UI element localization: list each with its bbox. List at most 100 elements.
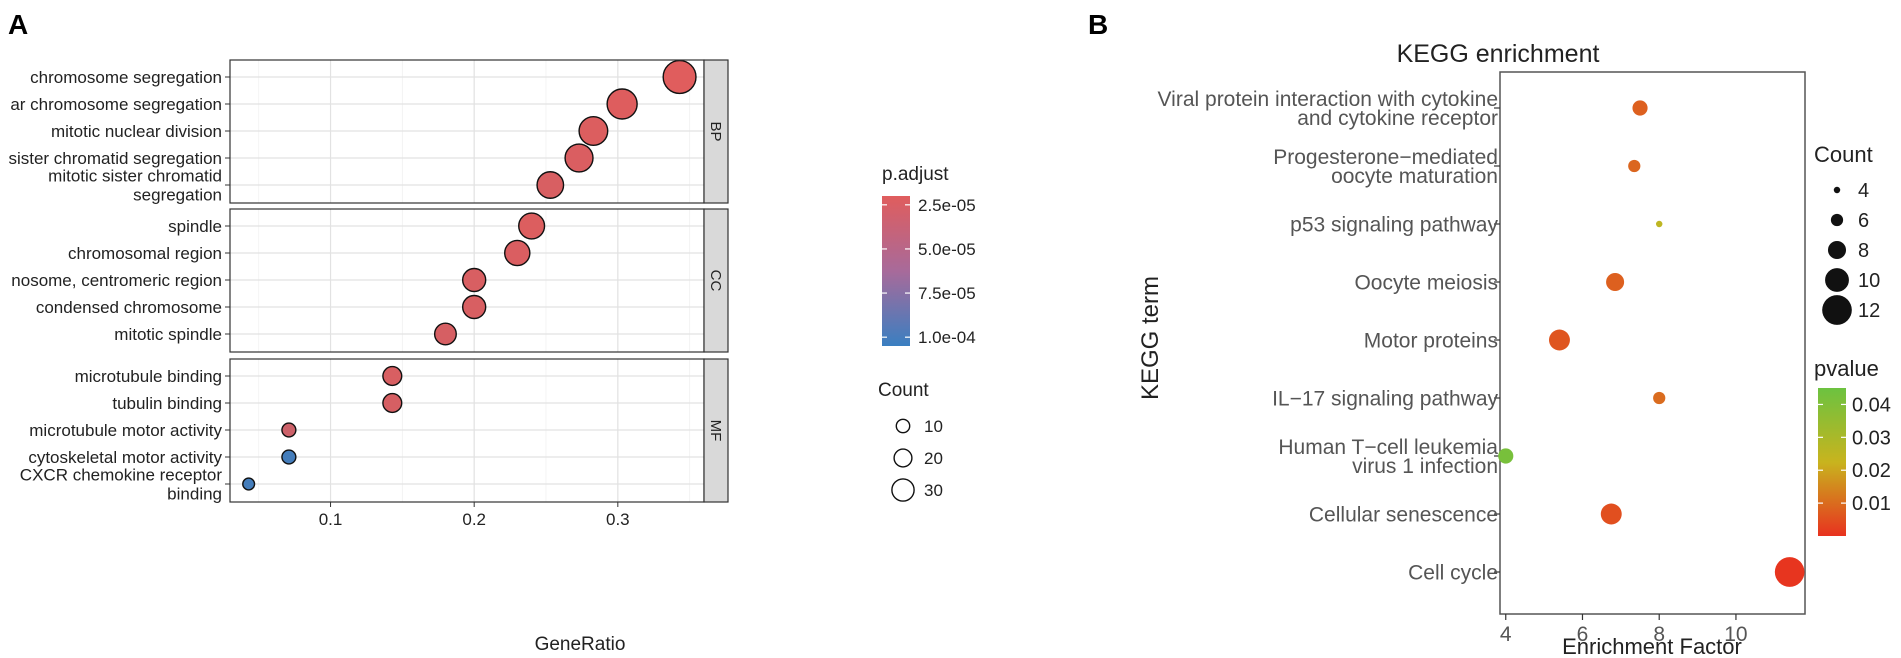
term-label: microtubule motor activity — [29, 421, 222, 440]
kegg-term-label-line: and cytokine receptor — [1297, 107, 1498, 130]
x-tick-label: 0.3 — [606, 510, 630, 529]
kegg-term-label-line: Motor proteins — [1364, 329, 1498, 352]
kegg-term-label-line: Oocyte meiosis — [1354, 271, 1498, 294]
colorbar-tick-label: 5.0e-05 — [918, 240, 976, 259]
kegg-count-legend-dot — [1822, 295, 1852, 325]
kegg-count-legend-label: 4 — [1858, 180, 1869, 202]
dots — [242, 59, 697, 491]
panel-a-letter: A — [8, 9, 28, 40]
term-label: mitotic sister chromatid segregation — [48, 166, 222, 204]
term-label: nosome, centromeric region — [11, 271, 222, 290]
term-label: mitotic nuclear division — [51, 122, 222, 141]
padjust-ticks: 2.5e-05 5.0e-05 7.5e-05 1.0e-04 — [882, 196, 976, 347]
term-label: ar chromosome segregation — [10, 95, 222, 114]
facet-strip-label: CC — [707, 270, 724, 292]
term-dot — [518, 212, 546, 240]
x-axis: 0.1 0.2 0.3 — [319, 502, 630, 529]
term-label-line: mitotic spindle — [114, 325, 222, 344]
term-label-line: segregation — [133, 185, 222, 204]
term-dot — [564, 143, 594, 173]
term-label-line: mitotic nuclear division — [51, 122, 222, 141]
kegg-count-legend-keys: 4 6 8 10 12 — [1822, 180, 1880, 325]
kegg-dot-plot: KEGG enrichment Viral protein interactio… — [1137, 40, 1891, 658]
count-legend-title: Count — [878, 380, 929, 401]
kegg-dot — [1655, 220, 1663, 228]
kegg-count-legend-dot — [1825, 268, 1849, 292]
term-label-line: CXCR chemokine receptor — [20, 465, 223, 484]
kegg-count-legend-dot — [1830, 213, 1844, 227]
facet-strips: BP CC MF — [703, 59, 729, 503]
term-dot — [281, 449, 297, 465]
colorbar-tick-label: 1.0e-04 — [918, 328, 976, 347]
kegg-term-label-line: oocyte maturation — [1331, 165, 1498, 188]
kegg-x-tick-label: 4 — [1500, 623, 1512, 646]
facet-strip-label: BP — [707, 121, 724, 141]
kegg-term-label: Oocyte meiosis — [1354, 271, 1498, 294]
term-dot — [281, 422, 297, 438]
colorbar-tick-label: 7.5e-05 — [918, 284, 976, 303]
x-axis-title: GeneRatio — [535, 634, 626, 655]
padjust-legend-title: p.adjust — [882, 164, 949, 185]
count-legend-label: 10 — [924, 417, 943, 436]
kegg-term-label: Cell cycle — [1408, 561, 1498, 584]
count-legend-circle — [893, 448, 913, 468]
kegg-dot — [1600, 503, 1622, 525]
term-dot — [461, 267, 487, 293]
x-tick-label: 0.1 — [319, 510, 343, 529]
term-label-line: cytoskeletal motor activity — [28, 448, 222, 467]
term-label: chromosome segregation — [30, 68, 222, 87]
kegg-count-legend-label: 10 — [1858, 270, 1880, 292]
term-label: CXCR chemokine receptor binding — [20, 465, 223, 503]
kegg-dot — [1606, 272, 1625, 292]
count-legend-circle — [895, 418, 911, 434]
colorbar-tick-label: 2.5e-05 — [918, 196, 976, 215]
kegg-term-label: Viral protein interaction with cytokine a… — [1158, 88, 1498, 130]
kegg-term-label-line: p53 signaling pathway — [1290, 213, 1498, 236]
term-label-line: ar chromosome segregation — [10, 95, 222, 114]
term-label-line: nosome, centromeric region — [11, 271, 222, 290]
x-tick-label: 0.2 — [462, 510, 486, 529]
kegg-term-label-line: Progesterone−mediated — [1273, 146, 1498, 169]
kegg-dot — [1548, 329, 1570, 351]
kegg-term-label: p53 signaling pathway — [1290, 213, 1498, 236]
kegg-colorbar-tick-label: 0.01 — [1852, 493, 1891, 515]
kegg-term-label-line: Cell cycle — [1408, 561, 1498, 584]
count-legend-label: 30 — [924, 481, 943, 500]
term-label-line: chromosome segregation — [30, 68, 222, 87]
kegg-colorbar-tick-label: 0.03 — [1852, 427, 1891, 449]
term-label-line: microtubule binding — [75, 367, 222, 386]
kegg-dot — [1774, 557, 1805, 587]
term-labels: chromosome segregation ar chromosome segr… — [8, 68, 230, 503]
term-label: sister chromatid segregation — [8, 149, 222, 168]
term-dot — [382, 365, 403, 387]
panel-b-letter: B — [1088, 9, 1108, 40]
kegg-count-legend-dot — [1833, 186, 1841, 194]
kegg-term-label-line: IL−17 signaling pathway — [1272, 387, 1498, 410]
kegg-term-label-line: Viral protein interaction with cytokine — [1158, 88, 1498, 111]
term-label: chromosomal region — [68, 244, 222, 263]
kegg-dots — [1498, 100, 1805, 587]
kegg-pvalue-ticks: 0.01 0.02 0.03 0.04 — [1818, 394, 1891, 515]
kegg-title: KEGG enrichment — [1397, 40, 1600, 68]
kegg-y-axis-title: KEGG term — [1137, 276, 1164, 400]
facet-strip — [703, 208, 729, 353]
count-legend-circle — [891, 478, 915, 502]
facet-strip-label: MF — [707, 420, 724, 442]
kegg-term-labels: Viral protein interaction with cytokine a… — [1158, 88, 1500, 584]
kegg-x-tick-label: 10 — [1724, 623, 1747, 646]
kegg-term-label: Human T−cell leukemia virus 1 infection — [1278, 436, 1498, 478]
term-dot — [382, 392, 403, 414]
kegg-pvalue-legend-title: pvalue — [1814, 356, 1879, 381]
kegg-pvalue-colorbar — [1818, 388, 1846, 536]
term-label-line: mitotic sister chromatid — [48, 166, 222, 185]
term-label-line: condensed chromosome — [36, 298, 222, 317]
term-label-line: microtubule motor activity — [29, 421, 222, 440]
term-label: mitotic spindle — [114, 325, 222, 344]
kegg-term-label: Progesterone−mediated oocyte maturation — [1273, 146, 1498, 188]
go-dot-plot: chromosome segregation ar chromosome segr… — [8, 59, 976, 655]
kegg-count-legend-label: 12 — [1858, 300, 1880, 322]
kegg-dot — [1628, 159, 1641, 173]
term-label: cytoskeletal motor activity — [28, 448, 222, 467]
kegg-term-label-line: Human T−cell leukemia — [1278, 436, 1498, 459]
